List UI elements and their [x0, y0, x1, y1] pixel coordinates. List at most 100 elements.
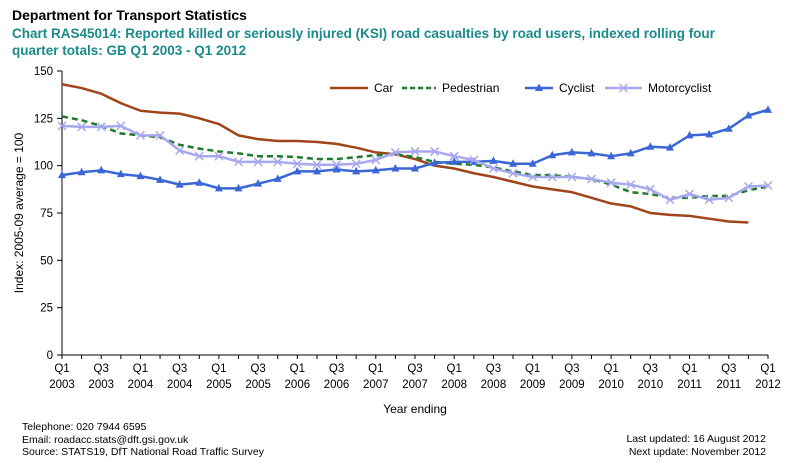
- x-tick-label-quarter: Q1: [211, 363, 226, 375]
- footer-update-info: Last updated: 16 August 2012 Next update…: [626, 433, 766, 458]
- data-point-motorcyclist-stroke-b: [645, 184, 655, 194]
- x-tick-label-quarter: Q3: [643, 363, 658, 375]
- x-tick-label-year: 2008: [481, 379, 507, 391]
- x-tick-label-year: 2009: [559, 379, 585, 391]
- data-point-motorcyclist-stroke-b: [724, 193, 734, 203]
- telephone-text: Telephone: 020 7944 6595: [22, 421, 147, 433]
- y-tick-label: 25: [40, 303, 53, 315]
- data-point-motorcyclist-stroke-b: [253, 157, 263, 167]
- data-point-cyclist: [116, 169, 125, 178]
- data-point-motorcyclist: [233, 157, 244, 167]
- data-point-cyclist: [391, 164, 400, 172]
- x-tick-label-year: 2004: [167, 379, 193, 391]
- legend-label-car: Car: [374, 81, 393, 95]
- x-tick-label-year: 2005: [206, 379, 232, 391]
- data-point-motorcyclist-stroke-b: [586, 174, 597, 184]
- x-axis-title: Year ending: [383, 402, 447, 416]
- x-tick-label-quarter: Q1: [54, 363, 69, 375]
- data-point-cyclist: [587, 148, 596, 157]
- legend-marker-cyclist: [535, 83, 543, 91]
- x-tick-label-quarter: Q1: [447, 363, 462, 375]
- series-layer: [57, 83, 773, 224]
- data-point-motorcyclist: [116, 121, 126, 131]
- data-point-cyclist: [665, 143, 674, 151]
- x-tick-label-year: 2007: [402, 379, 428, 391]
- legend: Car Pedestrian Cyclist Motorcyclist: [330, 81, 712, 95]
- y-tick-label: 75: [40, 208, 53, 220]
- data-point-cyclist: [156, 175, 165, 183]
- data-point-cyclist: [528, 159, 537, 167]
- x-tick-label-year: 2008: [441, 379, 467, 391]
- x-tick-label-quarter: Q1: [368, 363, 383, 375]
- data-point-motorcyclist: [214, 151, 224, 161]
- data-point-motorcyclist: [665, 195, 675, 205]
- source-text: Source: STATS19, DfT National Road Traff…: [22, 446, 264, 458]
- axis-ticks: 0 25 50 75 100 125 150 Q1 2003 Q3 2003 Q1 2004 Q3 2004…: [34, 66, 781, 391]
- data-point-motorcyclist: [57, 121, 67, 131]
- data-point-motorcyclist-stroke-b: [194, 151, 204, 161]
- x-tick-label-year: 2011: [716, 379, 741, 391]
- data-point-cyclist: [646, 142, 655, 150]
- x-tick-label-quarter: Q3: [94, 363, 109, 375]
- x-tick-label-quarter: Q3: [564, 363, 579, 375]
- footer-contact: Telephone: 020 7944 6595 Email: roadacc.…: [22, 421, 264, 459]
- y-tick-label: 125: [34, 113, 53, 125]
- y-tick-label: 150: [34, 66, 53, 78]
- series-line-cyclist: [61, 108, 769, 190]
- data-point-motorcyclist: [449, 151, 459, 161]
- x-tick-label-year: 2004: [128, 379, 154, 391]
- x-tick-label-quarter: Q1: [525, 363, 540, 375]
- data-point-motorcyclist-stroke-b: [606, 178, 616, 188]
- series-line-pedestrian: [61, 115, 769, 200]
- data-point-motorcyclist: [547, 172, 557, 182]
- data-point-cyclist: [371, 165, 380, 174]
- y-tick-label: 0: [47, 350, 53, 362]
- data-point-cyclist: [195, 178, 204, 186]
- x-tick-label-year: 2011: [677, 379, 702, 391]
- x-tick-label-year: 2003: [49, 379, 75, 391]
- data-point-motorcyclist-stroke-b: [685, 189, 695, 199]
- data-point-motorcyclist-stroke-b: [449, 151, 459, 161]
- data-point-motorcyclist-stroke-b: [704, 195, 714, 205]
- data-point-motorcyclist-stroke-b: [332, 160, 342, 170]
- data-point-cyclist: [744, 110, 753, 119]
- chart-title: Chart RAS45014: Reported killed or serio…: [12, 26, 715, 58]
- data-point-cyclist: [58, 170, 66, 179]
- data-point-motorcyclist: [332, 160, 342, 170]
- data-point-motorcyclist-stroke-b: [273, 157, 283, 167]
- data-point-motorcyclist-stroke-b: [292, 159, 302, 169]
- data-point-cyclist: [97, 165, 106, 174]
- data-point-motorcyclist: [371, 155, 381, 165]
- data-point-motorcyclist: [469, 155, 479, 165]
- data-point-motorcyclist: [743, 181, 753, 192]
- data-point-cyclist: [273, 174, 282, 182]
- next-update-text: Next update: November 2012: [628, 445, 766, 458]
- data-point-cyclist: [332, 164, 341, 173]
- x-tick-label-quarter: Q1: [682, 363, 697, 375]
- data-point-cyclist: [764, 105, 772, 113]
- data-point-cyclist: [430, 158, 439, 166]
- x-tick-label-year: 2006: [324, 379, 350, 391]
- legend-label-motorcyclist: Motorcyclist: [648, 81, 712, 95]
- x-tick-label-quarter: Q1: [133, 363, 148, 375]
- series-car: [61, 83, 749, 224]
- email-text: Email: roadacc.stats@dft.gsi.gov.uk: [22, 433, 189, 446]
- data-point-motorcyclist-stroke-b: [116, 121, 126, 131]
- data-point-cyclist: [724, 124, 733, 132]
- data-point-motorcyclist: [410, 146, 420, 156]
- data-point-motorcyclist-stroke-b: [488, 163, 498, 174]
- data-point-cyclist: [352, 166, 361, 175]
- x-tick-label-year: 2003: [88, 379, 114, 391]
- data-point-cyclist: [567, 147, 576, 156]
- x-tick-label-year: 2010: [638, 379, 664, 391]
- data-point-cyclist: [705, 129, 714, 138]
- data-point-motorcyclist-stroke-b: [567, 172, 577, 182]
- data-point-motorcyclist-stroke-b: [371, 155, 381, 165]
- x-tick-label-year: 2009: [520, 379, 546, 391]
- data-point-motorcyclist-stroke-b: [57, 121, 67, 131]
- x-tick-label-quarter: Q3: [250, 363, 265, 375]
- data-point-cyclist: [607, 151, 616, 160]
- series-pedestrian: [61, 115, 769, 200]
- x-tick-label-quarter: Q3: [172, 363, 187, 375]
